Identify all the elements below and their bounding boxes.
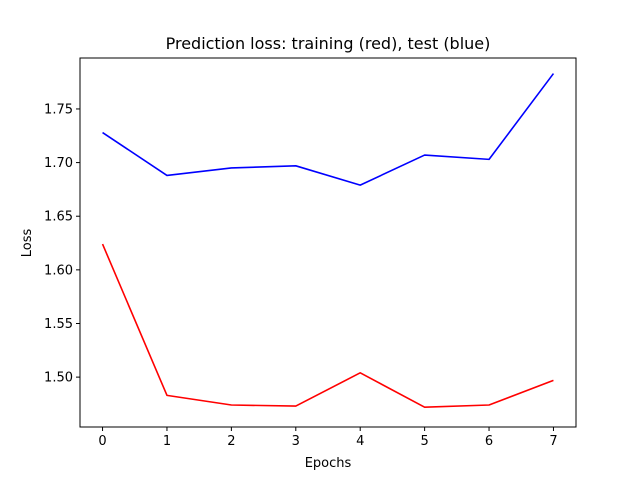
y-tick-label: 1.70 xyxy=(44,156,73,171)
y-tick-label: 1.60 xyxy=(44,263,73,278)
x-tick-label: 3 xyxy=(292,434,300,449)
x-tick-label: 6 xyxy=(485,434,493,449)
x-axis-label: Epochs xyxy=(305,456,352,471)
x-axis: 0 1 2 3 4 5 6 7 xyxy=(98,427,558,449)
series-layer xyxy=(101,73,555,408)
axes-frame xyxy=(79,57,577,428)
y-tick-label: 1.65 xyxy=(44,210,73,225)
x-tick-label: 1 xyxy=(163,434,171,449)
test-loss-line xyxy=(102,73,555,186)
y-tick-label: 1.55 xyxy=(44,317,73,332)
training-loss-line xyxy=(101,243,554,408)
y-axis-label: Loss xyxy=(20,229,35,258)
x-tick-label: 0 xyxy=(98,434,106,449)
chart-title: Prediction loss: training (red), test (b… xyxy=(166,34,491,53)
x-tick-label: 5 xyxy=(420,434,428,449)
y-tick-label: 1.50 xyxy=(44,371,73,386)
x-tick-label: 2 xyxy=(227,434,235,449)
y-tick-label: 1.75 xyxy=(44,102,73,117)
x-tick-label: 4 xyxy=(356,434,364,449)
x-tick-label: 7 xyxy=(549,434,557,449)
y-axis: 1.50 1.55 1.60 1.65 1.70 1.75 xyxy=(44,102,80,386)
